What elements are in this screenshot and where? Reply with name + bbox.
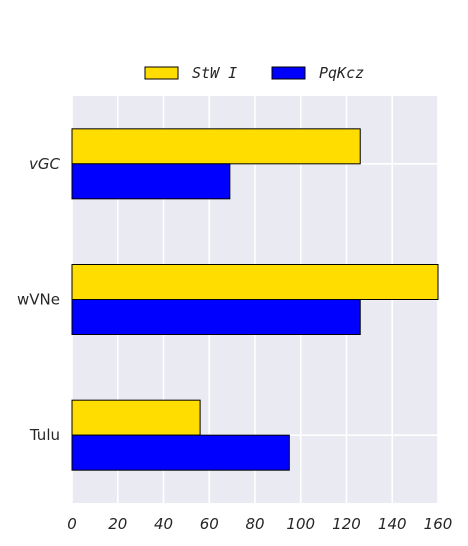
y-tick-label: vGC [29, 155, 61, 173]
bar-2-tulu [71, 434, 290, 471]
y-tick-labels: vGC wVNe Tulu [17, 155, 61, 444]
bar-2-vgc [71, 163, 231, 200]
x-tick-label: 140 [378, 515, 407, 533]
bars [71, 128, 439, 471]
x-tick-label: 0 [67, 515, 77, 533]
x-tick-labels: 0 20 40 60 80 100 120 140 160 [67, 515, 452, 533]
legend-swatch-series-1 [144, 66, 179, 80]
legend-label-series-2: PqKcz [319, 64, 364, 82]
x-tick-label: 160 [424, 515, 453, 533]
x-tick-label: 60 [200, 515, 219, 533]
x-tick-label: 40 [154, 515, 173, 533]
legend-swatch-series-2 [271, 66, 306, 80]
bar-1-vgc [71, 128, 361, 165]
legend: StW I PqKcz [144, 64, 364, 82]
bar-1-wvne [71, 264, 439, 300]
y-tick-label: Tulu [29, 426, 60, 444]
bar-2-wvne [71, 299, 361, 335]
x-tick-label: 120 [332, 515, 361, 533]
x-tick-label: 100 [286, 515, 315, 533]
x-tick-label: 80 [245, 515, 264, 533]
legend-label-series-1: StW I [192, 64, 237, 82]
x-tick-label: 20 [108, 515, 127, 533]
bar-1-tulu [71, 399, 201, 436]
y-tick-label: wVNe [17, 291, 60, 309]
